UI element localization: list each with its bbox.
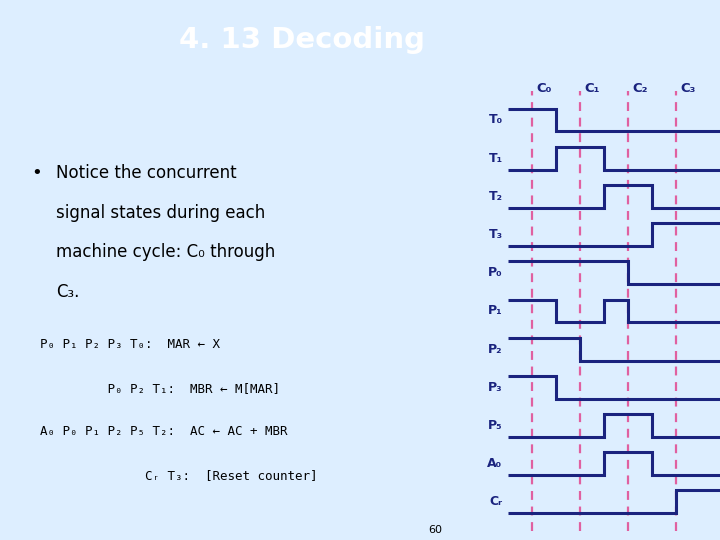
Text: Cᵣ T₃:  [Reset counter]: Cᵣ T₃: [Reset counter] [40, 469, 318, 482]
Text: P₅: P₅ [488, 419, 503, 432]
Text: T₀: T₀ [488, 113, 503, 126]
Text: C₂: C₂ [633, 82, 648, 95]
Text: P₂: P₂ [488, 343, 503, 356]
Text: T₃: T₃ [488, 228, 503, 241]
Text: •: • [31, 164, 42, 181]
Text: P₁: P₁ [488, 305, 503, 318]
Text: P₀ P₂ T₁:  MBR ← M[MAR]: P₀ P₂ T₁: MBR ← M[MAR] [40, 382, 280, 395]
Text: C₁: C₁ [585, 82, 600, 95]
Text: C₃.: C₃. [56, 284, 79, 301]
Text: machine cycle: C₀ through: machine cycle: C₀ through [56, 244, 275, 261]
Text: A₀: A₀ [487, 457, 503, 470]
Text: T₂: T₂ [489, 190, 503, 203]
Text: Notice the concurrent: Notice the concurrent [56, 164, 236, 181]
Text: signal states during each: signal states during each [56, 204, 265, 221]
Text: 60: 60 [428, 525, 442, 536]
Text: C₃: C₃ [680, 82, 696, 95]
Text: P₀ P₁ P₂ P₃ T₀:  MAR ← X: P₀ P₁ P₂ P₃ T₀: MAR ← X [40, 338, 220, 351]
Text: Cᵣ: Cᵣ [490, 496, 503, 509]
Text: P₀: P₀ [488, 266, 503, 279]
Text: P₃: P₃ [488, 381, 503, 394]
Text: 4. 13 Decoding: 4. 13 Decoding [179, 26, 426, 55]
Text: T₁: T₁ [488, 152, 503, 165]
Text: C₀: C₀ [536, 82, 552, 95]
Text: A₀ P₀ P₁ P₂ P₅ T₂:  AC ← AC + MBR: A₀ P₀ P₁ P₂ P₅ T₂: AC ← AC + MBR [40, 426, 288, 438]
